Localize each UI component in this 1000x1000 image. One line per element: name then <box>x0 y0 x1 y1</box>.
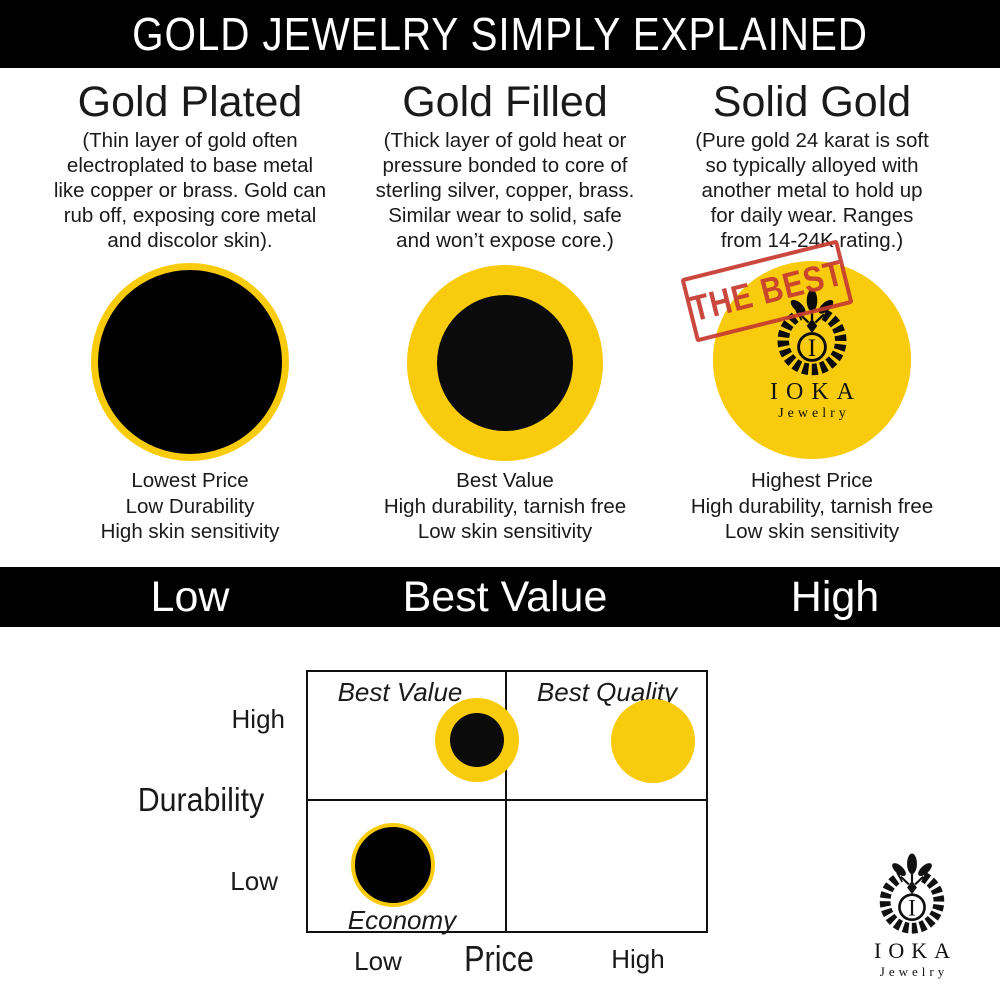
gold-filled-description: (Thick layer of gold heat or pressure bo… <box>375 129 635 252</box>
gold-filled-title: Gold Filled <box>402 78 608 126</box>
price-scale-bar: Low Best Value High <box>0 567 1000 627</box>
chart-point-gold-filled-core <box>450 713 504 767</box>
chart-point-gold-plated <box>351 823 435 907</box>
chart-point-solid-gold <box>611 699 695 783</box>
chart-horizontal-divider <box>308 799 706 801</box>
gold-plated-title: Gold Plated <box>77 78 303 126</box>
ioka-monogram: I <box>908 896 916 922</box>
solid-gold-attributes: Highest Price High durability, tarnish f… <box>690 469 934 543</box>
gold-filled-circle-diagram <box>407 265 603 461</box>
ioka-monogram: I <box>808 335 816 362</box>
scale-high-label: High <box>790 573 880 621</box>
quadrant-label-best-quality: Best Quality <box>536 677 678 707</box>
header-bar: GOLD JEWELRY SIMPLY EXPLAINED <box>0 0 1000 68</box>
scale-best-value-label: Best Value <box>402 573 608 621</box>
gold-filled-core <box>437 295 573 431</box>
quadrant-label-economy: Economy <box>347 905 457 935</box>
ioka-crest-icon: I <box>777 289 847 376</box>
gold-plated-attributes: Lowest Price Low Durability High skin se… <box>100 469 280 543</box>
page-title: GOLD JEWELRY SIMPLY EXPLAINED <box>132 8 868 60</box>
brand-tagline: Jewelry <box>778 406 850 421</box>
ioka-corner-logo: I IOKA Jewelry <box>843 853 981 980</box>
brand-name: IOKA <box>874 938 957 963</box>
y-axis-label-durability: Durability <box>137 781 265 818</box>
durability-price-quadrant-chart: Best Value Best Quality Economy <box>306 670 708 935</box>
gold-plated-description: (Thin layer of gold often electroplated … <box>53 129 327 252</box>
ioka-logo: I IOKA Jewelry <box>762 289 862 422</box>
scale-low-label: Low <box>150 573 230 621</box>
y-axis-tick-high: High <box>231 704 285 734</box>
solid-gold-description: (Pure gold 24 karat is soft so typically… <box>695 129 929 252</box>
brand-tagline: Jewelry <box>879 964 949 979</box>
brand-name: IOKA <box>770 379 862 405</box>
solid-gold-circle-diagram: I IOKA Jewelry <box>713 261 911 459</box>
x-axis-tick-high: High <box>611 944 665 974</box>
x-axis-tick-low: Low <box>354 946 402 976</box>
gold-plated-circle-diagram <box>91 263 289 461</box>
ioka-crest-icon: I <box>879 853 945 934</box>
solid-gold-title: Solid Gold <box>712 78 912 126</box>
y-axis-tick-low: Low <box>230 866 278 896</box>
quadrant-label-best-value: Best Value <box>337 677 463 707</box>
x-axis-label-price: Price <box>464 938 534 979</box>
gold-filled-attributes: Best Value High durability, tarnish free… <box>383 469 627 543</box>
chart-point-gold-filled <box>435 698 519 782</box>
chart-vertical-divider <box>505 672 507 931</box>
